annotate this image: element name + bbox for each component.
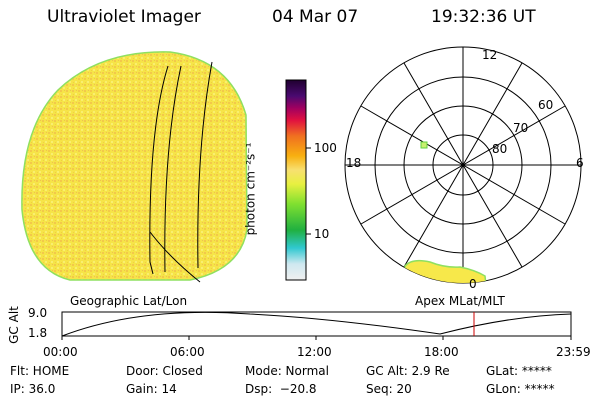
dsp-value: Dsp: −20.8 <box>245 382 317 396</box>
colorbar-tick-100: 100 <box>314 141 337 155</box>
latitude-line <box>149 231 201 283</box>
time-tick-0000: 00:00 <box>43 345 78 359</box>
door-status: Door: Closed <box>126 364 203 378</box>
colorbar-unit-label: photon cm⁻²s⁻¹ <box>243 142 258 236</box>
right-panel-title: Apex MLat/MLT <box>415 294 505 308</box>
ip-value: IP: 36.0 <box>10 382 56 396</box>
flight-mode: Flt: HOME <box>10 364 70 378</box>
header-time: 19:32:36 UT <box>431 7 536 27</box>
meridian-line-1 <box>149 65 169 275</box>
gain-value: Gain: 14 <box>126 382 177 396</box>
gc-altitude: GC Alt: 2.9 Re <box>366 364 450 378</box>
left-panel-title: Geographic Lat/Lon <box>70 294 188 308</box>
mlt-label-6: 6 <box>576 156 584 170</box>
lat-label-80: 80 <box>492 142 508 156</box>
colorbar-tick-10: 10 <box>314 227 330 241</box>
meridian-line-2 <box>164 65 182 273</box>
mlt-label-18: 18 <box>346 156 362 170</box>
geographic-disk <box>21 51 248 283</box>
instrument-mode: Mode: Normal <box>245 364 329 378</box>
geo-longitude: GLon: ***** <box>486 382 555 396</box>
altitude-plot <box>61 311 572 340</box>
lat-label-70: 70 <box>513 121 529 135</box>
altitude-curve <box>61 311 572 337</box>
sequence-number: Seq: 20 <box>366 382 412 396</box>
altitude-tick-max: 9.0 <box>28 306 48 320</box>
color-scale-bar <box>285 79 307 281</box>
mlt-label-12: 12 <box>482 48 498 62</box>
lat-label-60: 60 <box>538 98 554 112</box>
geo-latitude: GLat: ***** <box>486 364 552 378</box>
polar-emission-spot <box>420 141 428 149</box>
altitude-tick-min: 1.8 <box>28 326 48 340</box>
altitude-axis-label: GC Alt <box>6 306 21 344</box>
header-date: 04 Mar 07 <box>272 7 359 27</box>
time-tick-1200: 12:00 <box>297 345 332 359</box>
polar-plot <box>344 46 582 284</box>
time-tick-0600: 06:00 <box>170 345 205 359</box>
time-tick-2359: 23:59 <box>556 345 591 359</box>
meridian-line-3 <box>197 61 213 269</box>
time-tick-1800: 18:00 <box>424 345 459 359</box>
mlt-label-0: 0 <box>469 277 477 291</box>
app-title: Ultraviolet Imager <box>47 7 201 27</box>
